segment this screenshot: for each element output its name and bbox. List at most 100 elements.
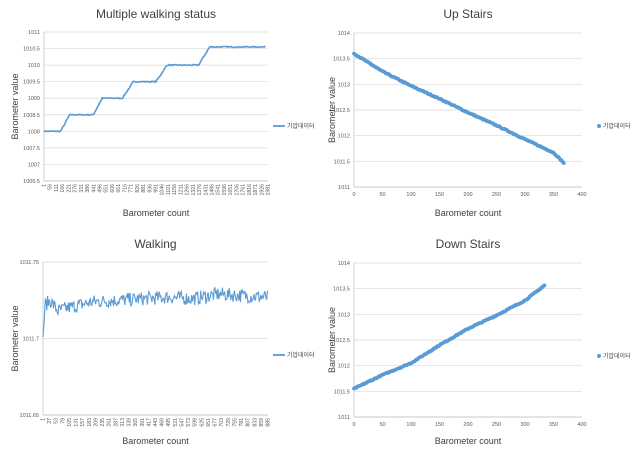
y-tick-label: 1013 bbox=[338, 312, 350, 318]
y-tick-label: 1013 bbox=[338, 82, 350, 88]
x-tick-label: 183 bbox=[87, 418, 93, 427]
x-tick-label: 1431 bbox=[203, 184, 209, 196]
y-tick-label: 1008.5 bbox=[23, 113, 40, 119]
legend-label: 기압데이터 bbox=[603, 352, 631, 360]
chart-multiple-walking-status-svg: Multiple walking status 1006.5 1007 1007.5 1… bbox=[10, 7, 315, 218]
x-tick-label: 1486 bbox=[210, 184, 216, 196]
x-tick-label: 495 bbox=[166, 418, 172, 427]
y-tick-label: 1009 bbox=[28, 96, 40, 102]
x-tick-label: 300 bbox=[520, 192, 529, 198]
x-tick-label: 771 bbox=[129, 184, 135, 193]
x-tick-label: 0 bbox=[352, 192, 355, 198]
y-tick-label: 1014 bbox=[338, 31, 350, 37]
x-tick-label: 716 bbox=[122, 184, 128, 193]
x-tick-label: 625 bbox=[199, 418, 205, 427]
legend-label: 기압데이터 bbox=[287, 122, 315, 130]
x-tick-label: 391 bbox=[140, 418, 146, 427]
x-tick-label: 331 bbox=[79, 184, 85, 193]
x-tick-label: 833 bbox=[252, 418, 258, 427]
y-tick-label: 1009.5 bbox=[23, 80, 40, 86]
x-tick-label: 826 bbox=[135, 184, 141, 193]
x-tick-label: 599 bbox=[193, 418, 199, 427]
x-tick-label: 807 bbox=[246, 418, 252, 427]
y-tick-label: 1008 bbox=[28, 129, 40, 135]
x-tick-label: 1101 bbox=[166, 184, 172, 195]
y-axis-title: Barometer value bbox=[327, 77, 337, 143]
y-tick-label: 1007.5 bbox=[23, 146, 40, 152]
y-axis-title: Barometer value bbox=[327, 307, 337, 373]
x-tick-label: 276 bbox=[73, 184, 79, 193]
y-tick-label: 1012.5 bbox=[333, 338, 350, 344]
x-tick-label: 400 bbox=[577, 422, 586, 428]
x-tick-label: 150 bbox=[435, 422, 444, 428]
x-tick-label: 651 bbox=[206, 418, 212, 427]
x-tick-label: 443 bbox=[153, 418, 159, 427]
x-tick-label: 417 bbox=[146, 418, 152, 427]
x-tick-label: 350 bbox=[549, 192, 558, 198]
x-tick-label: 547 bbox=[179, 418, 185, 427]
chart-title: Up Stairs bbox=[443, 7, 492, 21]
x-tick-label: 881 bbox=[141, 184, 147, 193]
x-tick-label: 573 bbox=[186, 418, 192, 427]
x-tick-label: 729 bbox=[226, 418, 232, 427]
x-tick-label: 131 bbox=[74, 418, 80, 427]
x-tick-label: 235 bbox=[100, 418, 106, 427]
x-tick-label: 606 bbox=[110, 184, 116, 193]
x-tick-label: 150 bbox=[435, 192, 444, 198]
x-tick-label: 365 bbox=[133, 418, 139, 427]
y-tick-label: 1013.5 bbox=[333, 57, 350, 63]
legend-swatch bbox=[597, 124, 601, 128]
y-tick-label: 1013.5 bbox=[333, 287, 350, 293]
chart-multiple-walking-status: Multiple walking status 1006.5 1007 1007.5 1… bbox=[0, 0, 317, 226]
chart-title: Multiple walking status bbox=[96, 7, 216, 21]
series-line bbox=[42, 286, 269, 338]
series-line bbox=[43, 45, 266, 133]
x-tick-label: 551 bbox=[104, 184, 110, 193]
y-tick-label: 1011 bbox=[338, 185, 350, 191]
x-tick-label: 386 bbox=[85, 184, 91, 193]
x-tick-label: 200 bbox=[463, 422, 472, 428]
x-tick-label: 859 bbox=[259, 418, 265, 427]
x-tick-label: 1046 bbox=[160, 184, 166, 196]
data-point bbox=[561, 161, 566, 165]
x-tick-label: 1211 bbox=[178, 184, 184, 195]
x-tick-label: 209 bbox=[93, 418, 99, 427]
x-tick-label: 1816 bbox=[247, 184, 253, 196]
chart-walking: Walking 1011.65 1011.7 1011.75 Barometer val… bbox=[0, 226, 317, 452]
x-tick-label: 1981 bbox=[266, 184, 272, 196]
x-axis-title: Barometer count bbox=[122, 436, 189, 446]
x-tick-label: 27 bbox=[47, 418, 53, 424]
x-tick-label: 469 bbox=[160, 418, 166, 427]
x-tick-label: 53 bbox=[54, 418, 60, 424]
legend-label: 기압데이터 bbox=[287, 351, 315, 359]
x-tick-label: 400 bbox=[577, 192, 586, 198]
y-tick-label: 1011.65 bbox=[20, 413, 39, 419]
x-axis-title: Barometer count bbox=[435, 436, 502, 446]
x-tick-label: 1706 bbox=[234, 184, 240, 196]
legend-label: 기압데이터 bbox=[603, 122, 631, 130]
x-tick-label: 1 bbox=[42, 184, 48, 187]
x-axis-title: Barometer count bbox=[435, 208, 502, 218]
y-tick-label: 1011.75 bbox=[20, 260, 39, 266]
x-tick-label: 1926 bbox=[259, 184, 265, 196]
y-tick-label: 1011.7 bbox=[23, 337, 39, 343]
y-tick-label: 1010 bbox=[28, 63, 40, 69]
chart-title: Walking bbox=[134, 237, 176, 251]
x-tick-label: 50 bbox=[379, 422, 385, 428]
chart-title: Down Stairs bbox=[436, 237, 501, 251]
x-tick-label: 1651 bbox=[228, 184, 234, 196]
y-tick-label: 1014 bbox=[338, 261, 350, 267]
x-tick-label: 1376 bbox=[197, 184, 203, 196]
x-tick-label: 1541 bbox=[216, 184, 222, 196]
x-tick-label: 885 bbox=[266, 418, 272, 427]
x-tick-label: 991 bbox=[154, 184, 160, 193]
x-axis-title: Barometer count bbox=[123, 208, 190, 218]
chart-down-stairs: Down Stairs 1011 1011.5 1012 1012.5 1013 1013.… bbox=[317, 226, 634, 452]
x-tick-label: 166 bbox=[60, 184, 66, 193]
chart-up-stairs: Up Stairs 1011 1011.5 1012 1012.5 1013 1013.5 1… bbox=[317, 0, 634, 226]
x-tick-label: 300 bbox=[520, 422, 529, 428]
y-tick-label: 1011 bbox=[28, 30, 40, 36]
x-tick-label: 1321 bbox=[191, 184, 197, 196]
x-tick-label: 1596 bbox=[222, 184, 228, 196]
chart-up-stairs-svg: Up Stairs 1011 1011.5 1012 1012.5 1013 1013.5 1… bbox=[327, 7, 631, 218]
